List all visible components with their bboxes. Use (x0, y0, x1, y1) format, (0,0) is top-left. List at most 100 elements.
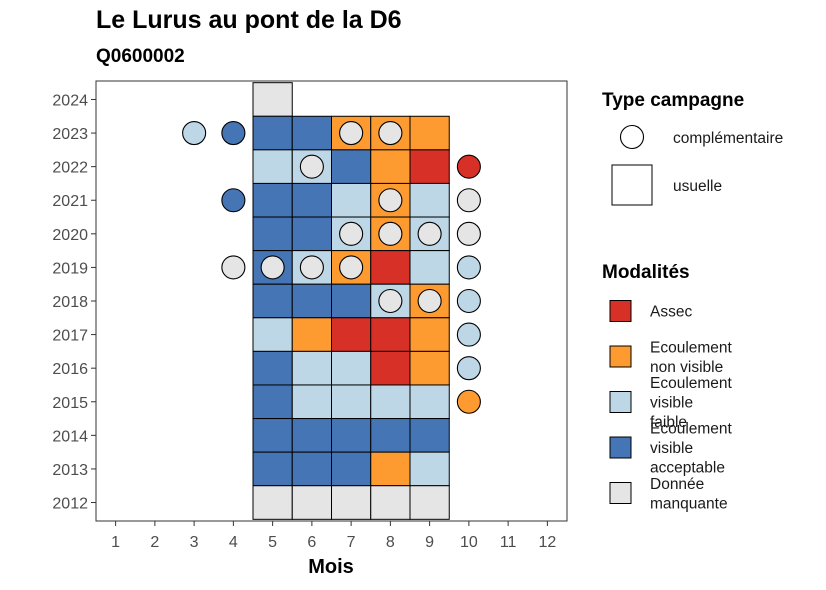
tile (409, 250, 450, 285)
point (221, 255, 246, 280)
tile (291, 317, 332, 352)
x-tick-label: 1 (111, 534, 120, 551)
tile (252, 82, 293, 117)
tile (331, 182, 372, 218)
point (182, 121, 207, 146)
legend-label: visible (650, 440, 693, 457)
point (299, 255, 324, 280)
point (456, 389, 481, 414)
tile (370, 418, 411, 453)
tile (252, 350, 293, 386)
legend-label: usuelle (673, 178, 722, 195)
point (339, 255, 364, 280)
tile (409, 182, 450, 218)
tile (331, 485, 372, 520)
tile (291, 350, 332, 386)
tile (409, 485, 450, 520)
legend-title: Type campagne (602, 90, 744, 111)
legend-campaign: Type campagne complémentaire usuelle (602, 90, 783, 206)
tile (252, 317, 293, 352)
point (456, 188, 481, 213)
y-tick-label: 2021 (52, 193, 88, 210)
legend-label: acceptable (650, 460, 725, 477)
point (456, 255, 481, 280)
tile (252, 485, 293, 520)
tile (252, 283, 293, 319)
point (378, 288, 403, 314)
legend-label: Assec (650, 304, 692, 321)
legend-label: Donnée (650, 476, 704, 493)
point (456, 221, 481, 246)
x-tick-label: 8 (386, 534, 395, 551)
tile (409, 317, 450, 352)
x-tick-label: 5 (268, 534, 277, 551)
tile (291, 216, 332, 252)
legend-key (609, 345, 632, 368)
tile (252, 451, 293, 487)
legend-title: Modalités (602, 262, 690, 283)
tile (291, 418, 332, 453)
legend-key (609, 391, 632, 413)
tile (370, 250, 411, 285)
legend-label: Ecoulement (650, 375, 733, 392)
legend-label: visible (650, 395, 693, 412)
point (456, 288, 481, 314)
y-tick-label: 2014 (52, 428, 88, 445)
tiles-layer (252, 82, 450, 520)
legend-label: Ecoulement (650, 339, 733, 356)
x-tick-label: 2 (150, 534, 159, 551)
tile (370, 451, 411, 487)
legend-key (609, 436, 632, 459)
points-layer (182, 121, 481, 414)
point (221, 188, 246, 213)
tile (409, 418, 450, 453)
legend-label: manquante (650, 495, 728, 512)
x-tick-label: 4 (229, 534, 238, 551)
tile (409, 384, 450, 420)
x-axis: 1 2 3 4 5 6 7 8 9 10 11 12 (111, 521, 556, 551)
y-tick-label: 2022 (52, 160, 88, 177)
tile (291, 115, 332, 151)
y-tick-label: 2020 (52, 227, 88, 244)
y-tick-label: 2023 (52, 126, 88, 143)
tile (370, 317, 411, 352)
chart-title: Le Lurus au pont de la D6 (96, 6, 402, 34)
legend-key-circle (619, 124, 645, 150)
tile (291, 485, 332, 520)
x-tick-label: 11 (500, 534, 517, 551)
point (378, 221, 403, 246)
tile (331, 350, 372, 386)
tile (370, 149, 411, 184)
point (456, 322, 481, 347)
tile (370, 350, 411, 386)
legend-key (609, 482, 632, 504)
x-tick-label: 12 (538, 534, 556, 551)
legend-label: non visible (650, 359, 723, 376)
legend-key-square (611, 164, 653, 206)
tile (252, 216, 293, 252)
legend-label: Ecoulement (650, 421, 733, 438)
tile (409, 350, 450, 386)
tile (409, 451, 450, 487)
point (260, 255, 285, 280)
point (417, 221, 442, 246)
point (456, 356, 481, 381)
tile (291, 451, 332, 487)
tile (331, 283, 372, 319)
tile (291, 182, 332, 218)
tile (331, 418, 372, 453)
y-tick-label: 2018 (52, 294, 88, 311)
point (339, 221, 364, 246)
point (221, 121, 246, 146)
y-tick-label: 2016 (52, 361, 88, 378)
chart-subtitle: Q0600002 (96, 46, 185, 67)
point (299, 154, 324, 179)
y-tick-label: 2017 (52, 328, 88, 345)
tile (252, 418, 293, 453)
tile (252, 149, 293, 184)
x-axis-label: Mois (308, 556, 354, 578)
tile (409, 115, 450, 151)
y-tick-label: 2019 (52, 260, 88, 277)
x-tick-label: 10 (460, 534, 478, 551)
point (378, 121, 403, 146)
